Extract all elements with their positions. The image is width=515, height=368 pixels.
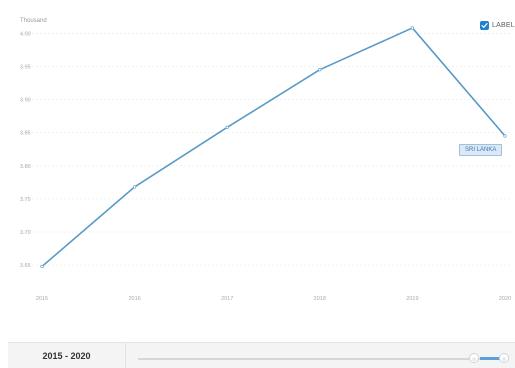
y-tick-label: 4.00 xyxy=(20,31,31,37)
x-axis-ticks: 2015 2016 2017 2018 2019 2020 xyxy=(36,296,511,302)
y-tick-label: 3.85 xyxy=(20,131,31,137)
x-tick-label: 2018 xyxy=(314,296,326,302)
data-point[interactable] xyxy=(318,68,322,72)
range-slider-track[interactable] xyxy=(138,358,503,360)
range-selector: 2015 - 2020 ||| ||| xyxy=(8,342,515,368)
y-tick-label: 3.95 xyxy=(20,64,31,70)
x-tick-label: 2017 xyxy=(221,296,233,302)
series-layer xyxy=(40,26,507,269)
y-tick-label: 3.70 xyxy=(20,230,31,236)
gridlines xyxy=(20,32,510,266)
range-label: 2015 - 2020 xyxy=(8,343,126,368)
x-tick-label: 2020 xyxy=(499,296,511,302)
x-tick-label: 2019 xyxy=(406,296,418,302)
y-tick-label: 3.75 xyxy=(20,197,31,203)
data-point[interactable] xyxy=(410,26,415,30)
unit-label: Thousand xyxy=(20,18,47,24)
data-point[interactable] xyxy=(133,185,137,189)
range-slider-end-handle[interactable]: ||| xyxy=(499,353,509,363)
line-chart: Thousand 3.65 3.70 3.75 3.80 3.85 3.90 3.95 4.0… xyxy=(20,18,511,302)
y-tick-label: 3.65 xyxy=(20,263,31,269)
label-checkbox[interactable] xyxy=(480,21,489,30)
label-toggle-text: LABEL xyxy=(492,22,515,29)
series-label-sri-lanka: SRI LANKA xyxy=(459,144,503,156)
data-point[interactable] xyxy=(40,264,44,269)
y-axis-ticks: 3.65 3.70 3.75 3.80 3.85 3.90 3.95 4.00 xyxy=(20,31,31,269)
x-tick-label: 2016 xyxy=(128,296,140,302)
range-slider-start-handle[interactable]: ||| xyxy=(469,353,479,363)
data-point[interactable] xyxy=(503,134,507,138)
range-slider-fill xyxy=(480,357,506,360)
series-line xyxy=(41,27,506,268)
checkmark-icon xyxy=(481,23,488,28)
label-toggle[interactable]: LABEL xyxy=(480,21,515,30)
y-tick-label: 3.90 xyxy=(20,98,31,104)
data-point[interactable] xyxy=(225,125,229,129)
x-tick-label: 2015 xyxy=(36,296,48,302)
y-tick-label: 3.80 xyxy=(20,164,31,170)
